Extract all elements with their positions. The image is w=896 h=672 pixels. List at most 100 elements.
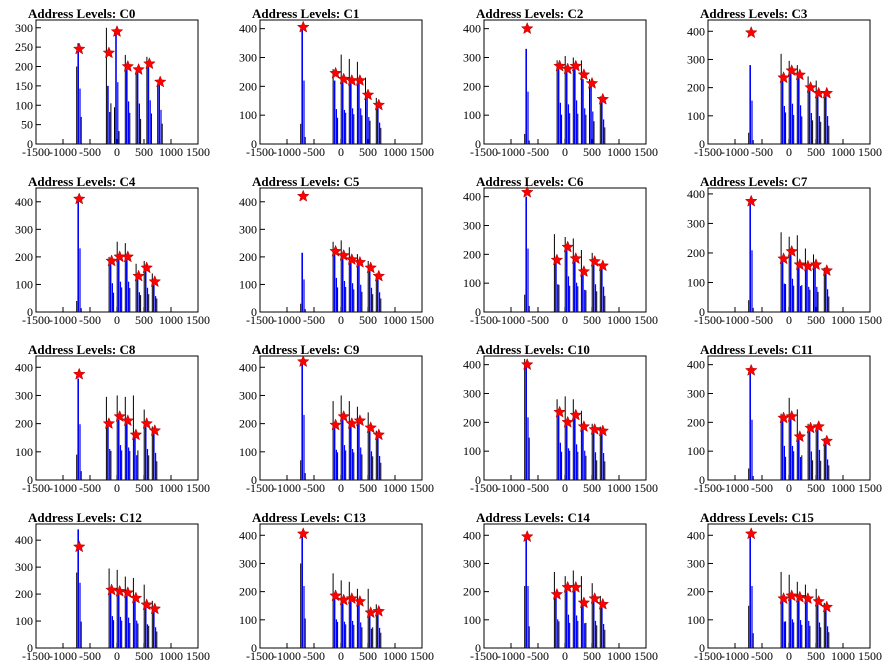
y-tick-label: 0 <box>27 137 33 151</box>
panel-title: Address Levels: C8 <box>28 342 136 357</box>
peak-star-marker <box>105 583 118 596</box>
y-tick-label: 0 <box>699 641 705 655</box>
peak-star-marker <box>553 405 566 418</box>
peak-star-marker <box>148 423 162 437</box>
y-tick-label: 300 <box>15 21 33 35</box>
peak-star-marker <box>744 527 758 540</box>
x-tick-label: -1500 <box>246 649 274 663</box>
peak-star-marker <box>121 414 135 427</box>
y-tick-label: 150 <box>15 79 33 93</box>
y-tick-label: 400 <box>463 528 481 542</box>
x-tick-label: -1000 <box>497 649 525 663</box>
x-tick-label: -1500 <box>470 313 498 327</box>
peak-star-marker <box>72 192 86 205</box>
panel-title: Address Levels: C12 <box>28 510 142 525</box>
x-tick-label: -1000 <box>273 481 301 495</box>
peak-star-marker <box>72 540 86 553</box>
y-tick-label: 400 <box>687 24 705 38</box>
peak-star-marker <box>364 261 378 274</box>
x-tick-label: 1000 <box>159 145 183 159</box>
histogram-panel: 0 100 200 300 400 -1500 -1000 -500 0 500 1000 1500 A… <box>448 0 672 168</box>
peak-star-marker <box>113 409 127 423</box>
x-tick-label: 1500 <box>410 313 434 327</box>
peak-star-marker <box>596 92 610 105</box>
x-tick-label: -1000 <box>497 313 525 327</box>
peak-star-marker <box>569 59 583 72</box>
peak-star-marker <box>129 591 143 604</box>
y-tick-label: 200 <box>239 417 257 431</box>
histogram-plot: 0 100 200 300 400 -1500 -1000 -500 0 500 1000 1500 <box>463 19 658 159</box>
panel-title: Address Levels: C9 <box>252 342 360 357</box>
y-tick-label: 300 <box>15 222 33 236</box>
x-tick-label: 1000 <box>607 649 631 663</box>
x-tick-label: 1500 <box>410 481 434 495</box>
panel-title: Address Levels: C15 <box>700 510 814 525</box>
x-tick-label: 500 <box>135 481 153 495</box>
x-tick-label: -1000 <box>49 649 77 663</box>
y-tick-label: 400 <box>687 358 705 372</box>
x-tick-label: -500 <box>303 649 325 663</box>
histogram-plot: 0 100 200 300 400 -1500 -1000 -500 0 500 1000 1500 <box>463 523 658 663</box>
x-tick-label: 0 <box>786 145 792 159</box>
y-tick-label: 300 <box>239 388 257 402</box>
y-tick-label: 250 <box>15 40 33 54</box>
peak-star-marker <box>820 600 834 613</box>
y-tick-label: 400 <box>687 528 705 542</box>
panel-title: Address Levels: C14 <box>476 510 590 525</box>
x-tick-label: -1500 <box>22 649 50 663</box>
y-tick-label: 300 <box>463 218 481 232</box>
x-tick-label: -1500 <box>22 481 50 495</box>
y-tick-label: 100 <box>463 613 481 627</box>
y-tick-label: 0 <box>699 137 705 151</box>
peak-star-marker <box>577 264 591 278</box>
histogram-panel: 0 100 200 300 400 -1500 -1000 -500 0 500 1000 1500 A… <box>224 504 448 672</box>
histogram-plot: 0 100 200 300 400 -1500 -1000 -500 0 500 1000 1500 <box>239 187 434 327</box>
peak-star-marker <box>148 602 162 615</box>
histogram-panel: 0 100 200 300 400 -1500 -1000 -500 0 500 1000 1500 A… <box>224 168 448 336</box>
peak-star-marker <box>793 430 807 443</box>
panel-title: Address Levels: C4 <box>28 174 136 189</box>
x-tick-label: -1000 <box>273 313 301 327</box>
x-tick-label: -500 <box>751 313 773 327</box>
y-tick-label: 200 <box>463 79 481 93</box>
peak-star-marker <box>121 250 135 263</box>
histogram-panel: 0 100 200 300 400 -1500 -1000 -500 0 500 1000 1500 A… <box>224 0 448 168</box>
peak-star-marker <box>296 527 310 540</box>
x-tick-label: -1500 <box>22 145 50 159</box>
peak-star-marker <box>520 21 534 35</box>
peak-star-marker <box>793 258 807 271</box>
y-tick-label: 400 <box>239 360 257 374</box>
y-tick-label: 100 <box>15 445 33 459</box>
peak-star-marker <box>329 66 342 79</box>
histogram-plot: 0 100 200 300 400 -1500 -1000 -500 0 500 1000 1500 <box>15 523 210 663</box>
panel-title: Address Levels: C7 <box>700 174 808 189</box>
peak-star-marker <box>102 416 116 430</box>
peak-star-marker <box>143 57 156 70</box>
y-tick-label: 100 <box>463 444 481 458</box>
peak-star-marker <box>345 252 359 266</box>
peak-star-marker <box>353 73 367 86</box>
x-tick-label: -500 <box>303 481 325 495</box>
histogram-plot: 0 100 200 300 400 -1500 -1000 -500 0 500 1000 1500 <box>15 187 210 327</box>
x-tick-label: 0 <box>114 145 120 159</box>
peak-star-marker <box>801 259 815 272</box>
peak-star-marker <box>353 414 367 427</box>
peak-star-marker <box>785 64 799 77</box>
x-tick-label: -1000 <box>49 481 77 495</box>
peak-star-marker <box>520 185 534 198</box>
y-tick-label: 100 <box>463 108 481 122</box>
x-tick-label: -500 <box>527 481 549 495</box>
x-tick-label: 0 <box>338 313 344 327</box>
peak-star-marker <box>777 591 790 605</box>
x-tick-label: -1000 <box>49 313 77 327</box>
peak-star-marker <box>153 75 167 88</box>
x-tick-label: 500 <box>807 145 825 159</box>
peak-star-marker <box>820 263 834 277</box>
histogram-panel: 0 100 200 300 400 -1500 -1000 -500 0 500 1000 1500 A… <box>672 168 896 336</box>
y-tick-label: 0 <box>251 137 257 151</box>
peak-star-marker <box>353 255 367 268</box>
y-tick-label: 0 <box>475 305 481 319</box>
peak-star-marker <box>561 62 575 75</box>
peak-star-marker <box>520 357 534 371</box>
peak-star-marker <box>812 419 826 433</box>
